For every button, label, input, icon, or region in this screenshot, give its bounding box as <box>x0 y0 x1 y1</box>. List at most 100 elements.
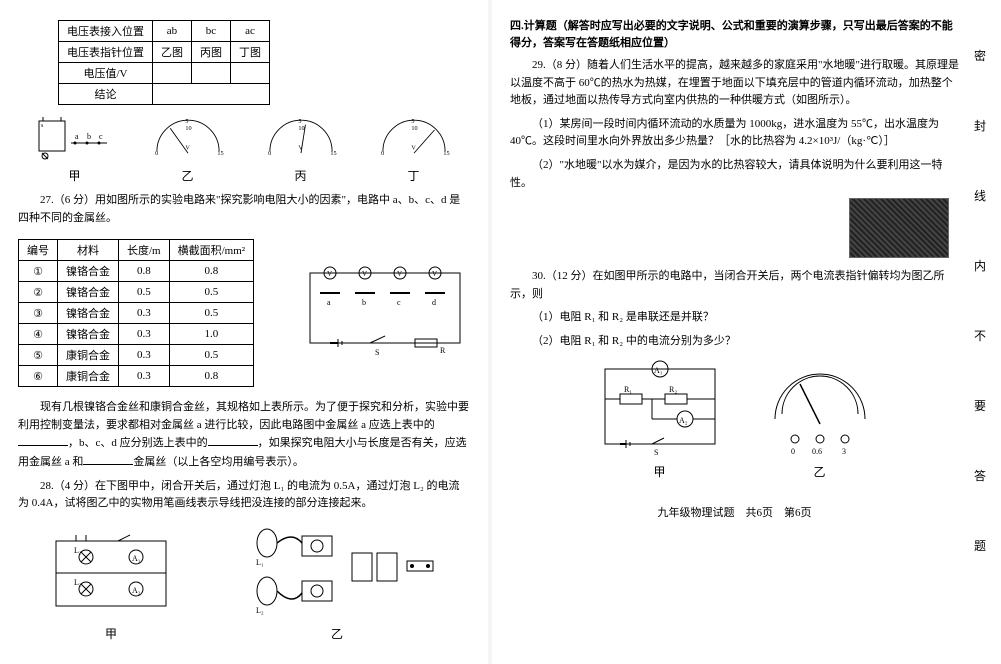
svg-text:c: c <box>99 132 103 141</box>
cell: 1.0 <box>169 324 253 345</box>
svg-text:A₂: A₂ <box>132 586 141 595</box>
svg-text:V: V <box>411 145 416 152</box>
th: 长度/m <box>119 240 170 261</box>
cell: 0.3 <box>119 366 170 387</box>
mc: 答 <box>974 467 986 484</box>
svg-text:V: V <box>298 145 303 152</box>
meter-ding: 0 510 15 V 丁 <box>374 113 454 184</box>
mark: 3 <box>842 447 846 456</box>
cell: ④ <box>19 324 58 345</box>
cell: 镍铬合金 <box>58 303 119 324</box>
cell: 乙图 <box>153 42 192 63</box>
th: 编号 <box>19 240 58 261</box>
svg-text:15: 15 <box>443 150 449 157</box>
mc: 封 <box>974 117 986 134</box>
mark: 0.6 <box>812 447 822 456</box>
cell: ② <box>19 282 58 303</box>
cell: 镍铬合金 <box>58 324 119 345</box>
svg-text:b: b <box>87 132 91 141</box>
meter-jia: s abc 甲 <box>35 113 115 184</box>
cell: 0.5 <box>119 282 170 303</box>
svg-text:R: R <box>440 346 446 355</box>
q28-figs: L₁ L₂ A₁ A₂ 甲 L₁ L₂ 乙 <box>18 521 470 642</box>
meter-yi: 051015 V 乙 <box>148 113 228 184</box>
t: ，b、c、d 应分别选上表中的 <box>68 437 208 449</box>
cell: 0.8 <box>119 261 170 282</box>
cell: 0.3 <box>119 345 170 366</box>
mc: 题 <box>974 537 986 554</box>
voltmeter-icon: 051015 V <box>148 113 228 163</box>
floor-heating-icon <box>849 198 949 258</box>
cell: 镍铬合金 <box>58 282 119 303</box>
svg-text:V: V <box>362 270 367 278</box>
svg-text:0: 0 <box>268 150 271 157</box>
section4-title: 四.计算题（解答时应写出必要的文字说明、公式和重要的演算步骤，只写出最后答案的不… <box>510 18 959 51</box>
q29-p1: 29.（8 分）随着人们生活水平的提高，越来越多的家庭采用"水地暖"进行取暖。其… <box>510 57 959 110</box>
cell: 结论 <box>59 84 153 105</box>
mc: 内 <box>974 257 986 274</box>
cell: 0.3 <box>119 303 170 324</box>
q28-circuit-jia-icon: L₁ L₂ A₁ A₂ <box>46 531 176 621</box>
q27-text: 27.（6 分）用如图所示的实验电路来"探究影响电阻大小的因素"，电路中 a、b… <box>18 192 470 227</box>
svg-text:S: S <box>375 348 379 357</box>
wire-table: 编号 材料 长度/m 横截面积/mm² ①镍铬合金0.80.8 ②镍铬合金0.5… <box>18 239 254 387</box>
cell <box>153 63 192 84</box>
cell <box>192 63 231 84</box>
circuit-jia-icon: s abc <box>35 113 115 163</box>
q30-ammeter-icon: 0 0.6 3 <box>760 359 880 459</box>
q27-circuit-icon: V V V V abcd S R <box>300 263 470 363</box>
cell: bc <box>192 21 231 42</box>
voltmeter-icon: 051015 V <box>261 113 341 163</box>
cell: ① <box>19 261 58 282</box>
cell: 电压表接入位置 <box>59 21 153 42</box>
svg-text:15: 15 <box>217 150 223 157</box>
svg-text:10: 10 <box>411 125 417 132</box>
mc: 要 <box>974 397 986 414</box>
blank <box>83 453 133 465</box>
svg-text:L₁: L₁ <box>256 558 264 567</box>
svg-text:15: 15 <box>330 150 336 157</box>
cell: ab <box>153 21 192 42</box>
svg-text:0: 0 <box>381 150 384 157</box>
svg-text:d: d <box>432 298 436 307</box>
cell: 镍铬合金 <box>58 261 119 282</box>
q30-p2: （1）电阻 R₁ 和 R₂ 是串联还是并联？ <box>510 309 959 327</box>
cell <box>231 63 270 84</box>
svg-text:b: b <box>362 298 366 307</box>
q28-yi: L₁ L₂ 乙 <box>232 521 442 642</box>
cell: 0.8 <box>169 261 253 282</box>
meter-row: s abc 甲 051015 V 乙 051015 V 丙 <box>18 113 470 184</box>
q29-p3: （2）"水地暖"以水为媒介，是因为水的比热容较大，请具体说明为什么要利用这一特性… <box>510 157 959 192</box>
q27-fill: 现有几根镍铬合金丝和康铜合金丝，其规格如上表所示。为了便于探究和分析，实验中要利… <box>18 399 470 471</box>
svg-text:V: V <box>397 270 402 278</box>
meter-bing: 051015 V 丙 <box>261 113 341 184</box>
blank <box>208 434 258 446</box>
label: 乙 <box>232 625 442 642</box>
cell: 0.8 <box>169 366 253 387</box>
mc: 密 <box>974 47 986 64</box>
t: 现有几根镍铬合金丝和康铜合金丝，其规格如上表所示。为了便于探究和分析，实验中要利… <box>18 401 469 431</box>
cell: 电压值/V <box>59 63 153 84</box>
label: 丁 <box>374 167 454 184</box>
svg-text:R₂: R₂ <box>669 385 677 394</box>
q30-jia: A₁ R₁ R₂ A₂ S 甲 <box>590 359 730 480</box>
label: 丙 <box>261 167 341 184</box>
mc: 线 <box>974 187 986 204</box>
cell: 电压表指针位置 <box>59 42 153 63</box>
svg-text:5: 5 <box>411 118 414 125</box>
svg-text:0: 0 <box>155 150 158 157</box>
svg-text:L₁: L₁ <box>74 546 82 555</box>
q30-p3: （2）电阻 R₁ 和 R₂ 中的电流分别为多少？ <box>510 333 959 351</box>
svg-text:a: a <box>327 298 331 307</box>
voltmeter-icon: 0 510 15 V <box>374 113 454 163</box>
cell: 丙图 <box>192 42 231 63</box>
q28-text: 28.（4 分）在下图甲中，闭合开关后，通过灯泡 L₁ 的电流为 0.5A，通过… <box>18 478 470 513</box>
cell: 康铜合金 <box>58 345 119 366</box>
label: 甲 <box>590 463 730 480</box>
svg-text:V: V <box>327 270 332 278</box>
cell: 0.3 <box>119 324 170 345</box>
q28-jia: L₁ L₂ A₁ A₂ 甲 <box>46 531 176 642</box>
t: 金属丝（以上各空均用编号表示）。 <box>133 456 304 468</box>
cell: 0.5 <box>169 345 253 366</box>
cell: ⑥ <box>19 366 58 387</box>
